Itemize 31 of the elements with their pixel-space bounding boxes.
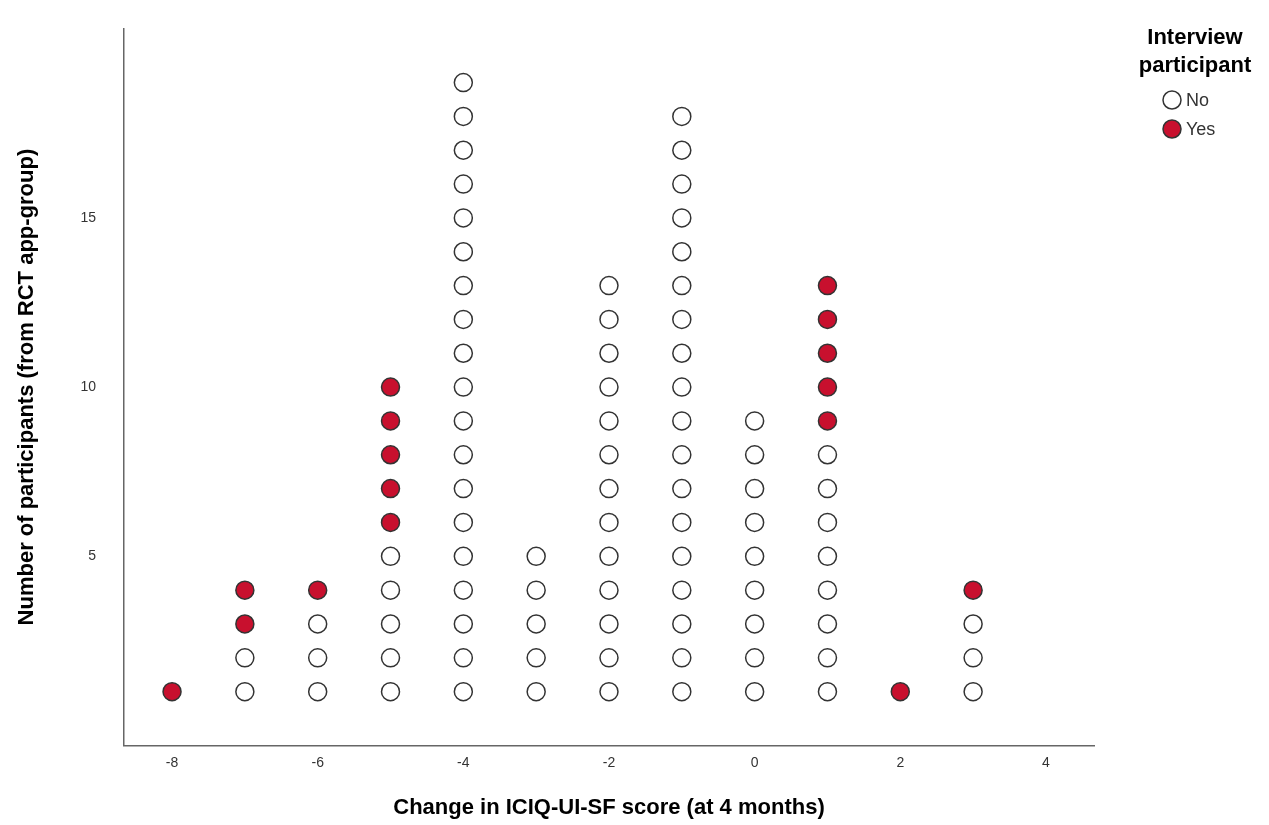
x-tick-label: 4 xyxy=(1042,754,1051,771)
legend-label: Yes xyxy=(1186,118,1216,139)
point xyxy=(235,580,255,600)
x-axis-title: Change in ICIQ-UI-SF score (at 4 months) xyxy=(393,793,825,819)
point xyxy=(380,445,401,465)
point xyxy=(817,411,838,431)
legend-label: No xyxy=(1186,89,1210,110)
point xyxy=(817,275,838,296)
point xyxy=(817,309,838,330)
point xyxy=(890,681,911,702)
point xyxy=(235,614,255,634)
point xyxy=(307,580,328,600)
point xyxy=(380,478,401,499)
point xyxy=(963,580,983,600)
point xyxy=(817,343,838,364)
x-tick-label: -8 xyxy=(165,754,179,771)
point xyxy=(380,512,401,533)
x-tick-label: -6 xyxy=(311,754,325,771)
y-tick-label: 15 xyxy=(80,208,97,225)
point xyxy=(817,377,838,397)
legend-title: Interview participant xyxy=(1138,24,1252,78)
x-tick-label: 0 xyxy=(750,754,759,771)
x-tick-label: -2 xyxy=(602,754,616,771)
y-tick-label: 10 xyxy=(80,377,97,394)
y-tick-label: 5 xyxy=(88,547,97,564)
point xyxy=(380,411,401,431)
x-tick-label: -4 xyxy=(457,754,470,771)
point xyxy=(162,681,182,702)
point xyxy=(380,377,401,397)
y-axis-title: Number of participants (from RCT app-group) xyxy=(13,148,39,626)
x-tick-label: 2 xyxy=(896,754,905,771)
